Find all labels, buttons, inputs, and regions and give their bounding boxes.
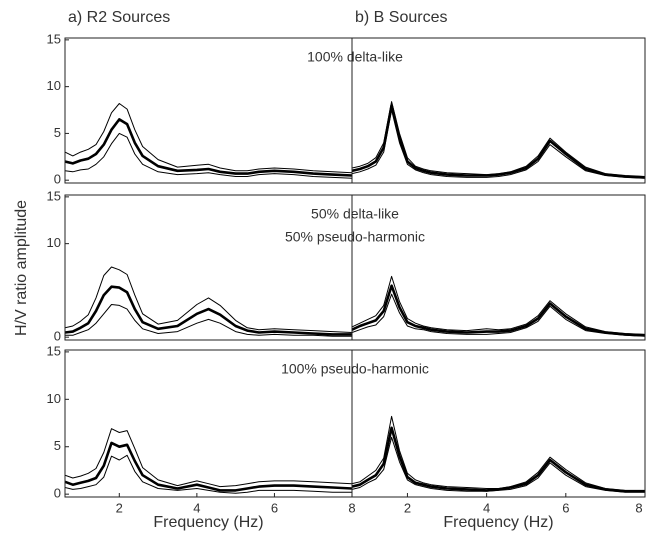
x-tick-label: 4 [483, 500, 490, 515]
x-tick-label: 8 [348, 500, 355, 515]
hv-curve [65, 118, 352, 177]
hv-curve [352, 426, 645, 493]
panel-frame [351, 37, 646, 184]
panel-frame [351, 194, 646, 341]
hv-curve [352, 101, 645, 177]
hv-curve [65, 103, 352, 174]
hv-curve [65, 428, 352, 488]
x-axis-label: Frequency (Hz) [443, 514, 553, 531]
hv-curve [352, 284, 645, 337]
plot-area [65, 266, 352, 337]
x-axis-label: Frequency (Hz) [153, 514, 263, 531]
hv-curve [352, 436, 645, 493]
plot-area [352, 101, 645, 179]
x-tick-label: 6 [562, 500, 569, 515]
panel-frame [351, 349, 646, 498]
x-tick-label: 2 [116, 500, 123, 515]
hv-curve [352, 109, 645, 179]
annotation: 100% delta-like [307, 49, 403, 65]
hv-curve [65, 454, 352, 494]
y-tick-label: 10 [47, 235, 61, 250]
y-tick-label: 5 [54, 125, 61, 140]
y-tick-label: 10 [47, 391, 61, 406]
panel-title: b) B Sources [355, 9, 447, 26]
panel-frame [64, 194, 353, 341]
x-tick-label: 6 [271, 500, 278, 515]
y-tick-label: 0 [54, 172, 61, 187]
y-tick-label: 0 [54, 486, 61, 501]
hv-curve [65, 441, 352, 492]
hv-curve [65, 132, 352, 179]
annotation: 50% pseudo-harmonic [285, 229, 425, 245]
y-tick-label: 5 [54, 438, 61, 453]
annotation: 100% pseudo-harmonic [281, 361, 429, 377]
hv-curve [352, 293, 645, 337]
x-tick-label: 2 [404, 500, 411, 515]
y-axis-label: H/V ratio amplitude [13, 200, 30, 336]
plot-area [65, 428, 352, 494]
hv-curve [352, 104, 645, 179]
annotation: 50% delta-like [311, 206, 399, 222]
x-tick-label: 4 [193, 500, 200, 515]
x-tick-label: 8 [635, 500, 642, 515]
hv-curve [65, 304, 352, 337]
y-tick-label: 15 [47, 343, 61, 358]
plot-area [65, 103, 352, 179]
y-tick-label: 15 [47, 188, 61, 203]
hv-curve [352, 415, 645, 491]
y-tick-label: 0 [54, 329, 61, 344]
y-tick-label: 10 [47, 78, 61, 93]
hv-curve [65, 266, 352, 333]
hv-curve [65, 285, 352, 336]
plot-area [352, 275, 645, 337]
hv-curve [352, 275, 645, 335]
plot-area [352, 415, 645, 493]
panel-title: a) R2 Sources [68, 9, 170, 26]
y-tick-label: 15 [47, 31, 61, 46]
